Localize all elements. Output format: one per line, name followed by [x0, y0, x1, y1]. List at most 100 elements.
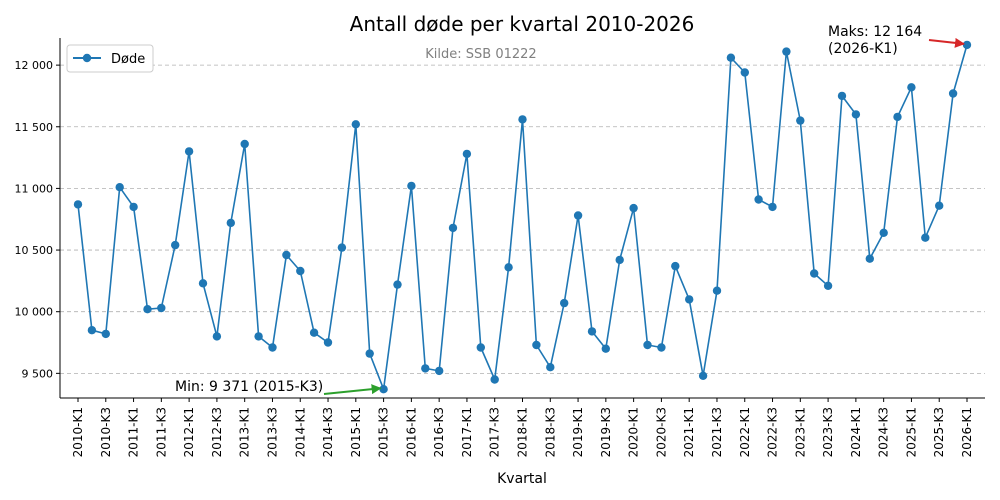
data-point — [296, 266, 305, 276]
x-tick-label: 2012-K1 — [182, 407, 196, 457]
data-point — [282, 250, 291, 260]
x-ticks: 2010-K1 2010-K3 2011-K1 2011-K3 2012-K1 2012-… — [71, 398, 974, 457]
x-tick-label: 2015-K3 — [377, 407, 391, 457]
y-tick-label: 11 500 — [15, 121, 54, 134]
data-point — [671, 261, 680, 271]
data-point — [393, 280, 402, 289]
data-point — [629, 203, 638, 213]
x-tick-label: 2026-K1 — [960, 407, 974, 457]
data-point — [462, 149, 472, 159]
data-point — [782, 47, 791, 56]
max-arrow — [928, 37, 965, 48]
y-ticks: 9 500 10 000 10 500 11 000 11 500 12 000 — [15, 59, 60, 380]
x-tick-label: 2016-K1 — [404, 407, 418, 457]
x-tick-label: 2020-K1 — [627, 407, 641, 457]
data-point — [504, 263, 513, 272]
data-point — [115, 183, 124, 192]
data-point — [587, 327, 597, 336]
data-point — [143, 305, 152, 314]
x-tick-label: 2024-K3 — [877, 407, 891, 457]
data-point — [407, 181, 416, 191]
x-tick-label: 2014-K3 — [321, 407, 335, 457]
x-tick-label: 2025-K3 — [932, 407, 946, 457]
x-tick-label: 2012-K3 — [210, 407, 224, 457]
data-point — [560, 298, 569, 308]
data-point — [351, 120, 360, 129]
data-point — [337, 243, 347, 252]
y-tick-label: 10 500 — [15, 244, 54, 257]
data-point — [810, 269, 819, 278]
data-point — [365, 349, 374, 358]
data-point — [435, 366, 444, 376]
x-tick-label: 2017-K3 — [488, 407, 502, 457]
max-annotation-line1: Maks: 12 164 — [828, 24, 922, 40]
data-point — [643, 340, 652, 350]
chart-subtitle: Kilde: SSB 01222 — [425, 47, 536, 62]
x-tick-label: 2022-K3 — [766, 407, 780, 457]
x-tick-label: 2013-K1 — [238, 407, 252, 457]
data-point — [615, 255, 624, 265]
chart-title: Antall døde per kvartal 2010-2026 — [350, 12, 695, 36]
data-point — [518, 115, 527, 124]
data-point — [101, 329, 111, 339]
data-point — [754, 195, 763, 204]
data-point — [490, 375, 499, 384]
data-point — [268, 343, 277, 352]
min-annotation: Min: 9 371 (2015-K3) — [175, 379, 323, 395]
data-point — [935, 201, 944, 210]
data-point — [907, 83, 916, 92]
data-point — [726, 53, 736, 62]
data-point — [129, 202, 138, 212]
legend-label: Døde — [111, 52, 145, 67]
x-tick-label: 2019-K1 — [571, 407, 585, 457]
data-point — [421, 364, 430, 373]
data-point — [740, 68, 749, 77]
y-tick-label: 11 000 — [15, 182, 54, 195]
data-point — [796, 116, 805, 125]
legend: Døde — [66, 44, 154, 73]
data-point — [893, 112, 902, 122]
y-tick-label: 9 500 — [22, 367, 54, 380]
x-tick-label: 2022-K1 — [738, 407, 752, 457]
x-tick-label: 2019-K3 — [599, 407, 613, 457]
data-point — [823, 281, 833, 290]
series-layer — [73, 40, 972, 394]
x-tick-label: 2011-K3 — [154, 407, 168, 457]
data-point — [240, 139, 249, 149]
x-tick-label: 2018-K3 — [543, 407, 557, 457]
x-tick-label: 2010-K1 — [71, 407, 85, 457]
legend-box — [66, 44, 154, 73]
x-tick-label: 2025-K1 — [904, 407, 918, 457]
x-tick-label: 2013-K3 — [265, 407, 279, 457]
x-tick-label: 2023-K1 — [793, 407, 807, 457]
y-tick-label: 12 000 — [15, 59, 54, 72]
data-point — [476, 343, 485, 352]
data-point — [573, 211, 583, 220]
x-tick-label: 2010-K3 — [99, 407, 113, 457]
data-point — [184, 147, 194, 156]
data-point — [448, 223, 458, 233]
grid-layer — [60, 64, 985, 374]
x-axis-label: Kvartal — [497, 471, 547, 487]
x-tick-label: 2017-K1 — [460, 407, 474, 457]
data-point — [865, 254, 874, 263]
data-point — [962, 40, 972, 50]
x-tick-label: 2011-K1 — [127, 407, 141, 457]
data-point — [851, 110, 861, 119]
data-point — [87, 326, 97, 335]
axes-layer — [59, 38, 985, 399]
min-arrow — [323, 384, 382, 395]
x-tick-label: 2014-K1 — [293, 407, 307, 457]
data-point — [212, 332, 222, 341]
data-point — [171, 240, 180, 250]
x-tick-label: 2020-K3 — [654, 407, 668, 457]
data-point — [254, 332, 263, 341]
data-point — [948, 89, 958, 98]
x-tick-label: 2015-K1 — [349, 407, 363, 457]
x-tick-label: 2024-K1 — [849, 407, 863, 457]
data-point — [546, 363, 555, 372]
x-tick-label: 2021-K1 — [682, 407, 696, 457]
x-tick-label: 2016-K3 — [432, 407, 446, 457]
